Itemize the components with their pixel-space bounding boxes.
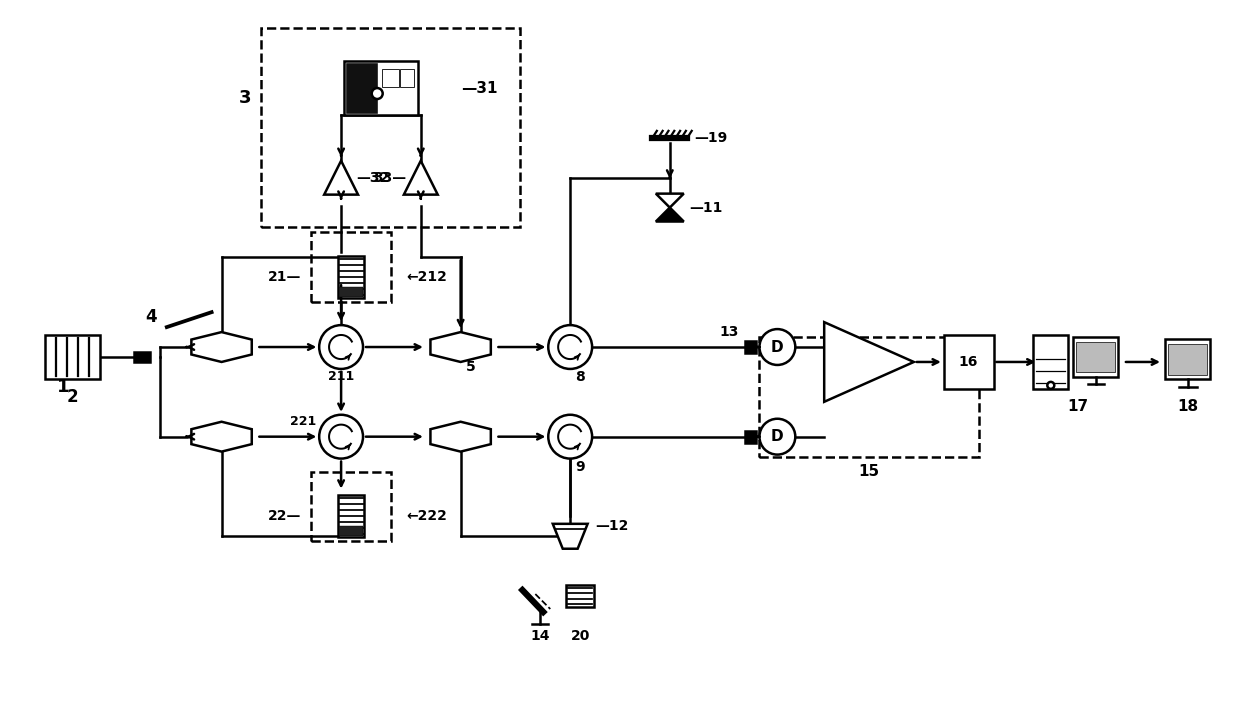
Text: ←212: ←212 [405, 270, 446, 284]
Circle shape [319, 415, 363, 459]
Bar [339, 496, 365, 537]
Text: ←222: ←222 [405, 509, 446, 523]
Text: —11: —11 [689, 201, 723, 215]
Text: 221: 221 [290, 415, 316, 428]
Polygon shape [553, 524, 588, 549]
Circle shape [759, 419, 795, 455]
Text: 4: 4 [145, 308, 156, 326]
Bar [346, 63, 377, 113]
Bar [45, 334, 99, 380]
Bar [1033, 334, 1068, 390]
Circle shape [319, 325, 363, 369]
Bar [744, 341, 756, 353]
Bar [134, 352, 150, 362]
Text: 20: 20 [570, 629, 590, 643]
Polygon shape [191, 422, 252, 452]
Text: 18: 18 [1177, 399, 1198, 414]
Text: —32: —32 [356, 170, 389, 185]
Bar [339, 526, 363, 537]
Circle shape [759, 329, 795, 365]
Text: 8: 8 [575, 370, 585, 384]
Bar [1168, 344, 1208, 375]
Bar [262, 28, 521, 228]
Text: 14: 14 [531, 629, 551, 643]
Bar [567, 585, 594, 607]
Bar [944, 334, 993, 390]
Polygon shape [656, 208, 683, 221]
Text: 16: 16 [959, 355, 978, 369]
Text: 21—: 21— [268, 270, 301, 284]
Bar [1076, 342, 1115, 372]
Text: 22—: 22— [268, 509, 301, 523]
Bar [343, 61, 418, 115]
Text: —31: —31 [460, 81, 497, 95]
Circle shape [548, 415, 593, 459]
Text: 9: 9 [575, 460, 585, 474]
Bar [339, 257, 365, 298]
Text: 17: 17 [1068, 399, 1089, 414]
Text: —19: —19 [694, 131, 728, 145]
Circle shape [548, 325, 593, 369]
Bar [1166, 339, 1210, 379]
Bar [401, 69, 414, 87]
Polygon shape [430, 332, 491, 362]
Bar [1073, 337, 1118, 377]
Circle shape [372, 88, 383, 99]
Text: D: D [771, 339, 784, 354]
Polygon shape [656, 194, 683, 208]
Bar [382, 69, 399, 87]
Polygon shape [430, 422, 491, 452]
Text: 13: 13 [720, 325, 739, 339]
Bar [311, 233, 391, 302]
Polygon shape [191, 332, 252, 362]
Text: D: D [771, 429, 784, 444]
Bar [339, 287, 363, 297]
Bar [744, 431, 756, 443]
Text: 15: 15 [858, 464, 879, 479]
Text: 3: 3 [239, 89, 252, 107]
Polygon shape [324, 160, 358, 194]
Text: —12: —12 [595, 520, 629, 533]
Text: 211: 211 [327, 370, 355, 383]
Bar [311, 472, 391, 542]
Text: 1: 1 [57, 378, 69, 396]
Text: 2: 2 [67, 388, 78, 406]
Text: 33—: 33— [373, 170, 405, 185]
Polygon shape [404, 160, 438, 194]
Text: 5: 5 [465, 360, 475, 374]
Circle shape [1048, 382, 1054, 389]
Bar [759, 337, 978, 457]
Polygon shape [825, 322, 914, 402]
